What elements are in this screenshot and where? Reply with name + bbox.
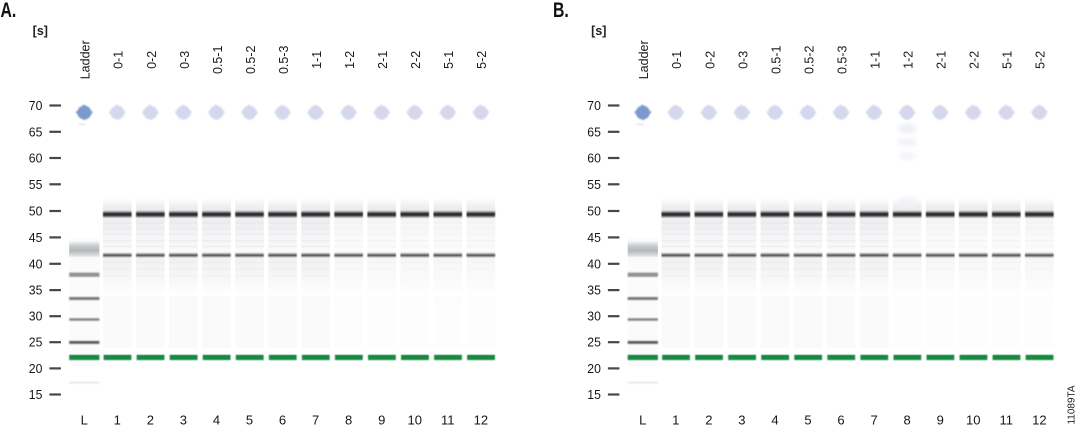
svg-text:11089TA: 11089TA <box>1066 385 1077 424</box>
svg-text:B.: B. <box>553 0 569 22</box>
svg-text:A.: A. <box>1 0 17 22</box>
